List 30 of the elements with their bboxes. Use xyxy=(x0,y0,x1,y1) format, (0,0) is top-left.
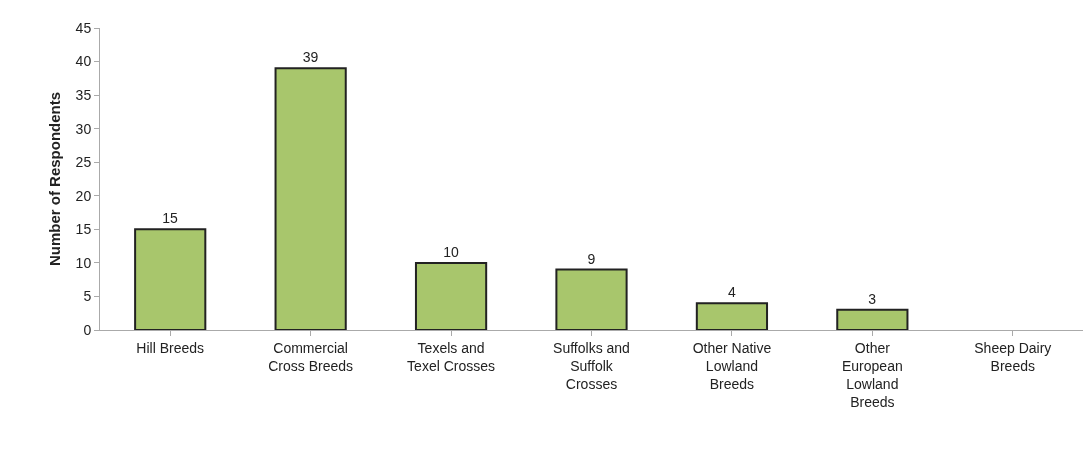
x-tick-label: Commercial Cross Breeds xyxy=(268,339,354,374)
x-tick-label: Hill Breeds xyxy=(136,339,205,356)
y-tick-label: 25 xyxy=(75,154,92,171)
bar xyxy=(134,228,207,330)
bar xyxy=(555,268,628,330)
y-tick-label: 35 xyxy=(75,87,92,104)
bar xyxy=(274,67,347,330)
data-label: 15 xyxy=(162,210,179,227)
y-axis-title: Number of Respondents xyxy=(46,91,63,267)
data-label: 3 xyxy=(868,290,877,307)
bar xyxy=(695,302,769,330)
x-tick-label: Sheep Dairy Breeds xyxy=(974,339,1052,374)
x-tick-label: Other Native Lowland Breeds xyxy=(692,339,772,393)
y-tick-label: 0 xyxy=(83,321,92,338)
y-tick-label: 10 xyxy=(75,254,92,271)
y-tick-label: 40 xyxy=(75,53,92,70)
y-tick-label: 45 xyxy=(75,19,92,36)
bar xyxy=(414,261,488,330)
y-tick-label: 15 xyxy=(75,221,92,238)
data-label: 4 xyxy=(727,284,736,301)
data-label: 39 xyxy=(302,49,319,66)
x-tick-label: Suffolks and Suffolk Crosses xyxy=(553,339,630,393)
y-tick-label: 30 xyxy=(75,120,92,137)
data-label: 10 xyxy=(443,243,459,260)
data-label: 9 xyxy=(587,250,596,267)
y-tick-label: 5 xyxy=(83,288,92,305)
bar xyxy=(836,308,909,330)
y-tick-label: 20 xyxy=(75,187,92,204)
x-tick-label: Texels and Texel Crosses xyxy=(407,339,496,374)
x-tick-label: Other European Lowland Breeds xyxy=(842,339,903,411)
